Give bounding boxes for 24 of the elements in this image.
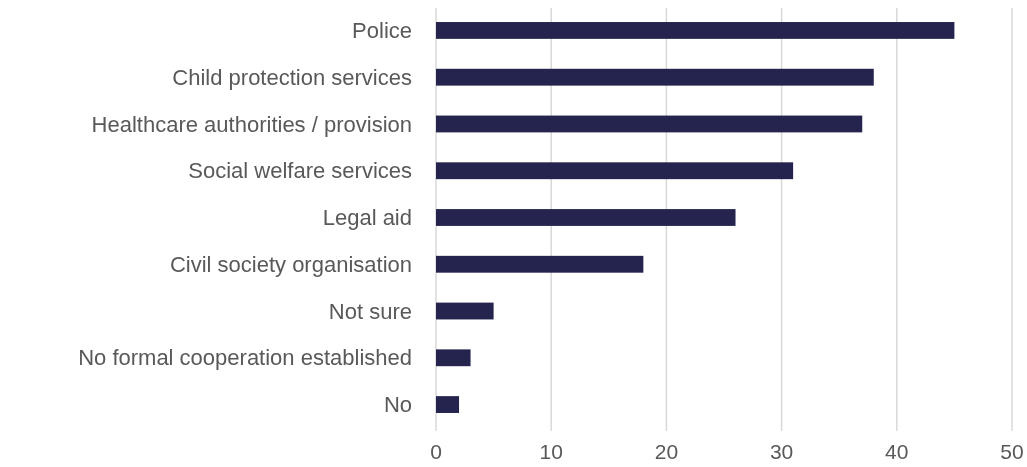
y-tick-label: Legal aid [322,205,412,231]
bar [436,302,494,320]
y-tick-label: Healthcare authorities / provision [91,111,412,137]
bar [436,255,644,273]
x-tick-label: 50 [1000,440,1024,463]
bar [436,115,863,133]
bar [436,22,955,39]
bar [436,349,471,367]
x-tick-label: 0 [430,440,442,463]
x-tick-label: 10 [539,440,563,463]
bar [436,396,460,413]
bar [436,68,874,86]
x-tick-label: 20 [654,440,679,463]
x-tick-label: 30 [769,440,794,463]
y-tick-label: Not sure [328,298,412,324]
y-tick-label: Civil society organisation [169,251,412,277]
y-tick-label: Police [352,18,412,44]
y-tick-label: No [383,392,412,418]
y-tick-label: No formal cooperation established [78,345,412,371]
y-tick-label: Child protection services [172,64,412,90]
bar [436,209,736,226]
x-tick-label: 40 [885,440,909,463]
bar [436,162,794,180]
y-tick-label: Social welfare services [188,158,412,184]
